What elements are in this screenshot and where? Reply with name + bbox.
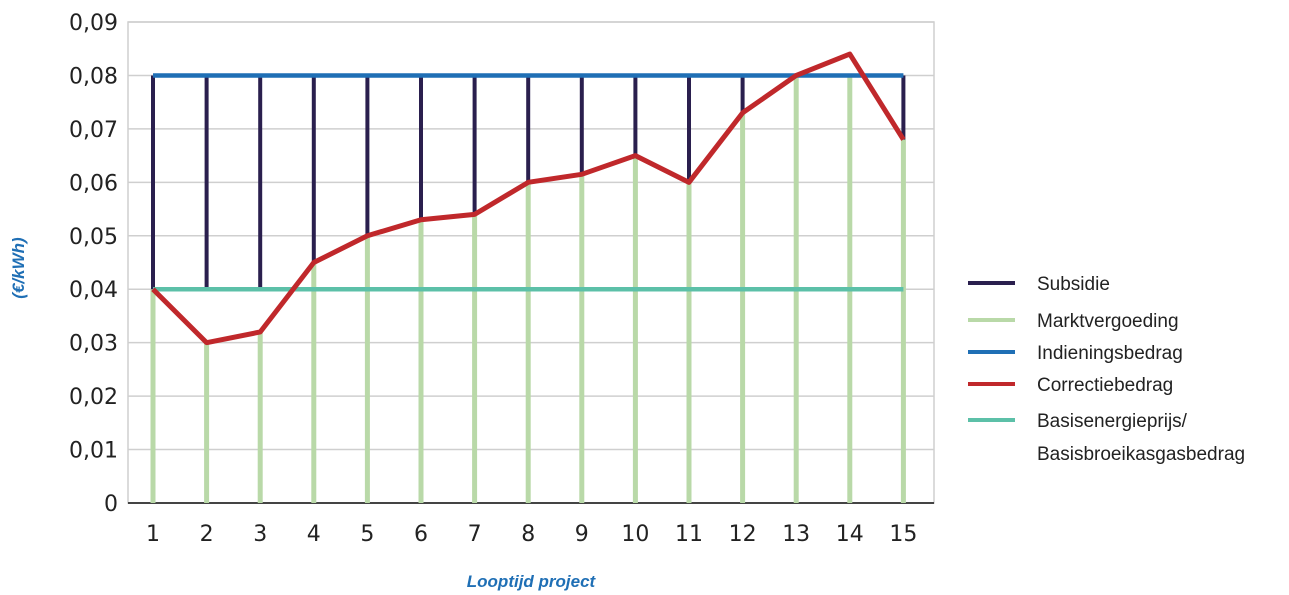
y-tick-label-7: 0,07: [69, 118, 118, 143]
legend-label-basisenergieprijs: Basisenergieprijs/: [1037, 411, 1188, 432]
x-tick-label-1: 1: [146, 522, 160, 547]
x-tick-label-13: 13: [782, 522, 810, 547]
x-tick-label-15: 15: [889, 522, 917, 547]
y-tick-label-3: 0,03: [69, 332, 118, 357]
plot-frame: [127, 21, 935, 504]
legend-label-correctiebedrag: Correctiebedrag: [1037, 375, 1173, 396]
y-tick-label-8: 0,08: [69, 64, 118, 89]
legend-label-indieningsbedrag: Indieningsbedrag: [1037, 343, 1183, 364]
correctiebedrag-line: [151, 51, 906, 346]
chart-lines: [151, 51, 906, 346]
x-tick-label-3: 3: [253, 522, 267, 547]
x-tick-label-2: 2: [200, 522, 214, 547]
x-axis-ticks: 1 2 3 4 5 6 7 8 9 10 11 12 13 14 15: [146, 522, 917, 547]
x-tick-label-8: 8: [521, 522, 535, 547]
y-tick-label-9: 0,09: [69, 11, 118, 36]
y-axis-title: (€/kWh): [9, 237, 28, 299]
chart-grid: [127, 21, 935, 504]
y-tick-label-5: 0,05: [69, 225, 118, 250]
x-tick-label-9: 9: [575, 522, 589, 547]
y-tick-label-4: 0,04: [69, 278, 118, 303]
subsidie-bars: [151, 75, 906, 290]
legend-label-marktvergoeding: Marktvergoeding: [1037, 311, 1179, 332]
x-tick-label-7: 7: [468, 522, 482, 547]
x-tick-label-6: 6: [414, 522, 428, 547]
x-tick-label-12: 12: [729, 522, 757, 547]
x-tick-label-4: 4: [307, 522, 321, 547]
x-tick-label-10: 10: [621, 522, 649, 547]
x-axis-title: Looptijd project: [467, 572, 597, 591]
x-tick-label-5: 5: [360, 522, 374, 547]
x-tick-label-14: 14: [836, 522, 864, 547]
chart-legend: Subsidie Marktvergoeding Indieningsbedrag C…: [968, 274, 1245, 465]
legend-label-basisenergieprijs-line2: Basisbroeikasgasbedrag: [1037, 444, 1245, 465]
x-tick-label-11: 11: [675, 522, 703, 547]
legend-label-subsidie: Subsidie: [1037, 274, 1110, 295]
y-tick-label-6: 0,06: [69, 171, 118, 196]
y-tick-label-2: 0,02: [69, 385, 118, 410]
y-axis-ticks: 0 0,01 0,02 0,03 0,04 0,05 0,06 0,07 0,08 0,09: [69, 11, 118, 517]
y-tick-label-0: 0: [104, 492, 118, 517]
y-tick-label-1: 0,01: [69, 439, 118, 464]
